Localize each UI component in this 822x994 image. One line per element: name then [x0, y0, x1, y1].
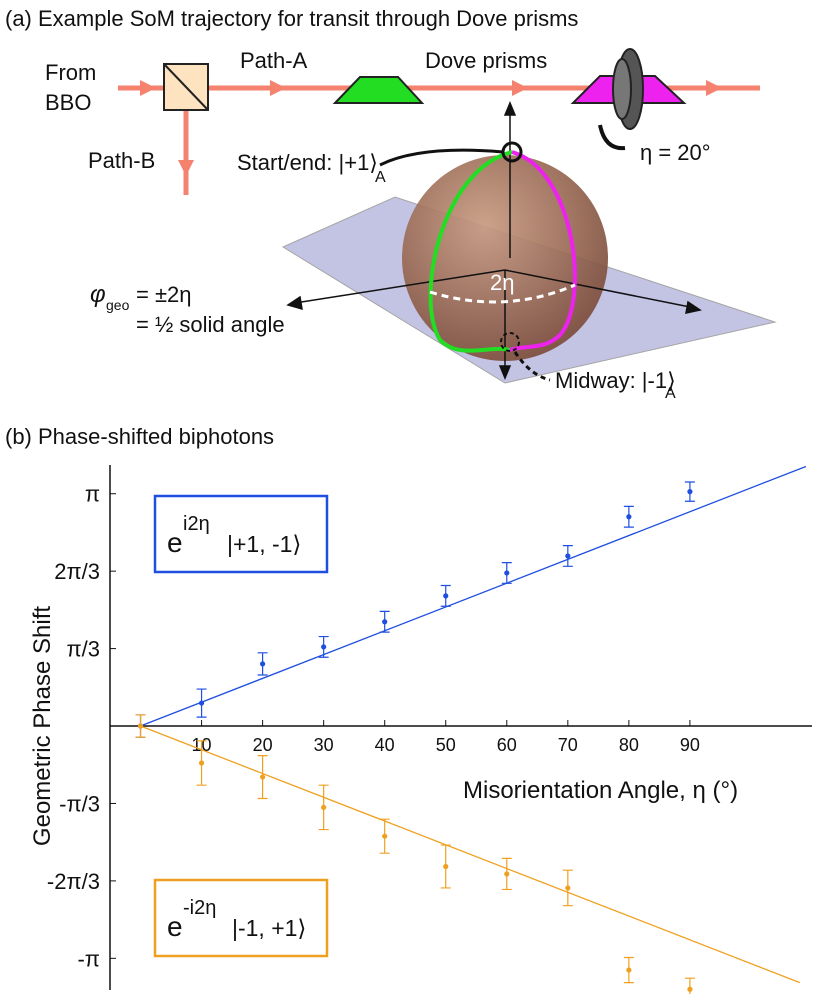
arc: [429, 283, 576, 304]
x-tick-label: 70: [558, 735, 578, 755]
point: [321, 804, 327, 810]
legend-box: [153, 878, 329, 958]
point: [137, 723, 144, 729]
point: [565, 885, 571, 891]
rotation-arrow: [598, 124, 626, 151]
legend-exponent: i2η: [183, 513, 210, 535]
x-tick-label: 30: [314, 735, 334, 755]
legend-label: |+1, -1⟩: [227, 531, 301, 557]
legend-label: |-1, +1⟩: [232, 915, 306, 941]
y-tick-label: -π: [77, 946, 100, 971]
x-tick-label: 50: [436, 735, 456, 755]
y-axis-label: Geometric Phase Shift: [29, 606, 56, 846]
y-tick-label: π: [85, 482, 100, 507]
x-axis-label: Misorientation Angle, η (°): [463, 777, 738, 804]
point: [382, 833, 388, 839]
x-tick-label: 80: [619, 735, 639, 755]
point: [198, 760, 205, 766]
point: [687, 986, 693, 992]
point: [321, 644, 327, 650]
point: [504, 871, 510, 877]
mid-subscript: A: [665, 385, 676, 402]
point: [260, 661, 266, 667]
dove-prism: [332, 76, 425, 104]
phase-equation: = ½ solid angle: [136, 312, 285, 337]
fit-line: [140, 465, 807, 727]
phase-equation: = ±2η: [136, 282, 192, 307]
point: [687, 489, 693, 495]
rotation-mount: [612, 58, 632, 120]
legend-exponent: -i2η: [183, 897, 216, 919]
point: [443, 593, 449, 599]
source-label: From: [45, 60, 96, 85]
point: [504, 570, 510, 576]
fit-line: [140, 725, 801, 984]
panel-title: (a) Example SoM trajectory for transit t…: [5, 6, 578, 31]
source-label: BBO: [45, 90, 91, 115]
y-tick-label: -π/3: [59, 791, 100, 816]
trajectory-green: [428, 150, 513, 353]
point: [198, 700, 205, 706]
axes: [286, 101, 702, 380]
rotation-label: η = 20°: [640, 140, 711, 165]
y-tick-label: π/3: [66, 637, 100, 662]
legend-prefix: e: [167, 911, 183, 942]
point: [626, 514, 632, 520]
phase-subscript: geo: [106, 297, 130, 313]
prisms-label: Dove prisms: [425, 48, 547, 73]
y-tick-label: -2π/3: [47, 869, 100, 894]
y-tick-label: 2π/3: [54, 559, 100, 584]
pointer: [379, 148, 504, 167]
start-subscript: A: [375, 169, 386, 186]
point: [443, 863, 449, 870]
point: [626, 967, 632, 973]
chart: π2π/3π/3-π/3-2π/3-π10 20 30 40 50 60 70 80 90Mis…: [29, 465, 812, 994]
panel-a: (a) Example SoM trajectory for transit t…: [5, 6, 777, 402]
point: [565, 553, 571, 559]
legend-prefix: e: [167, 527, 183, 558]
path-label: Path-B: [88, 148, 155, 173]
x-tick-label: 40: [375, 735, 395, 755]
pointer: [513, 351, 551, 382]
x-tick-label: 20: [253, 735, 273, 755]
point: [382, 619, 388, 625]
x-tick-label: 90: [680, 735, 700, 755]
trajectory-magenta: [509, 150, 577, 352]
panel-title: (b) Phase-shifted biphotons: [5, 424, 274, 449]
phase-symbol: φ: [90, 281, 106, 308]
arc-label: 2η: [490, 270, 514, 295]
path-label: Path-A: [240, 48, 308, 73]
mid-label: Midway: |-1⟩: [555, 368, 676, 393]
beam-arrows: [140, 80, 722, 176]
mid-marker: [500, 332, 520, 352]
beam-splitter: [163, 63, 209, 111]
point: [260, 774, 266, 780]
legend-box: [153, 494, 329, 574]
start-label: Start/end: |+1⟩: [237, 150, 378, 175]
x-tick-label: 60: [497, 735, 517, 755]
